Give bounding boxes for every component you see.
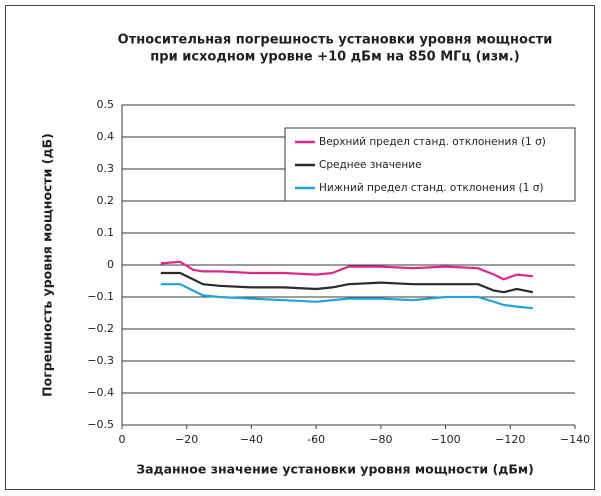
y-tick-label: −0.1 bbox=[87, 290, 114, 303]
legend-label: Нижний предел станд. отклонения (1 σ) bbox=[319, 182, 543, 194]
y-tick-label: 0.4 bbox=[97, 130, 115, 143]
legend-label: Верхний предел станд. отклонения (1 σ) bbox=[319, 136, 546, 148]
y-tick-label: 0.5 bbox=[97, 98, 115, 111]
x-tick-label: −40 bbox=[240, 433, 263, 446]
x-tick-label: −140 bbox=[560, 433, 590, 446]
chart-title: Относительная погрешность установки уров… bbox=[118, 33, 553, 48]
x-tick-label: 0 bbox=[119, 433, 126, 446]
x-tick-label: -60 bbox=[307, 433, 325, 446]
chart-title: при исходном уровне +10 дБм на 850 МГц (… bbox=[150, 50, 519, 65]
x-tick-label: −20 bbox=[175, 433, 198, 446]
x-tick-label: −80 bbox=[369, 433, 392, 446]
legend-label: Среднее значение bbox=[319, 159, 422, 171]
y-tick-label: 0.1 bbox=[97, 226, 115, 239]
y-tick-label: −0.5 bbox=[87, 418, 114, 431]
y-tick-label: −0.2 bbox=[87, 322, 114, 335]
series-line bbox=[160, 260, 534, 281]
y-tick-label: 0 bbox=[107, 258, 114, 271]
y-tick-label: −0.4 bbox=[87, 386, 114, 399]
y-tick-label: 0.3 bbox=[97, 162, 115, 175]
x-tick-label: −120 bbox=[495, 433, 525, 446]
x-tick-label: −100 bbox=[430, 433, 460, 446]
x-axis-label: Заданное значение установки уровня мощно… bbox=[136, 462, 534, 477]
y-tick-label: −0.3 bbox=[87, 354, 114, 367]
y-axis-label: Погрешность уровня мощности (дБ) bbox=[40, 133, 55, 397]
y-tick-label: 0.2 bbox=[97, 194, 115, 207]
frame bbox=[5, 5, 595, 490]
series-line bbox=[160, 283, 534, 310]
series-line bbox=[160, 271, 534, 294]
legend-box bbox=[284, 127, 576, 202]
